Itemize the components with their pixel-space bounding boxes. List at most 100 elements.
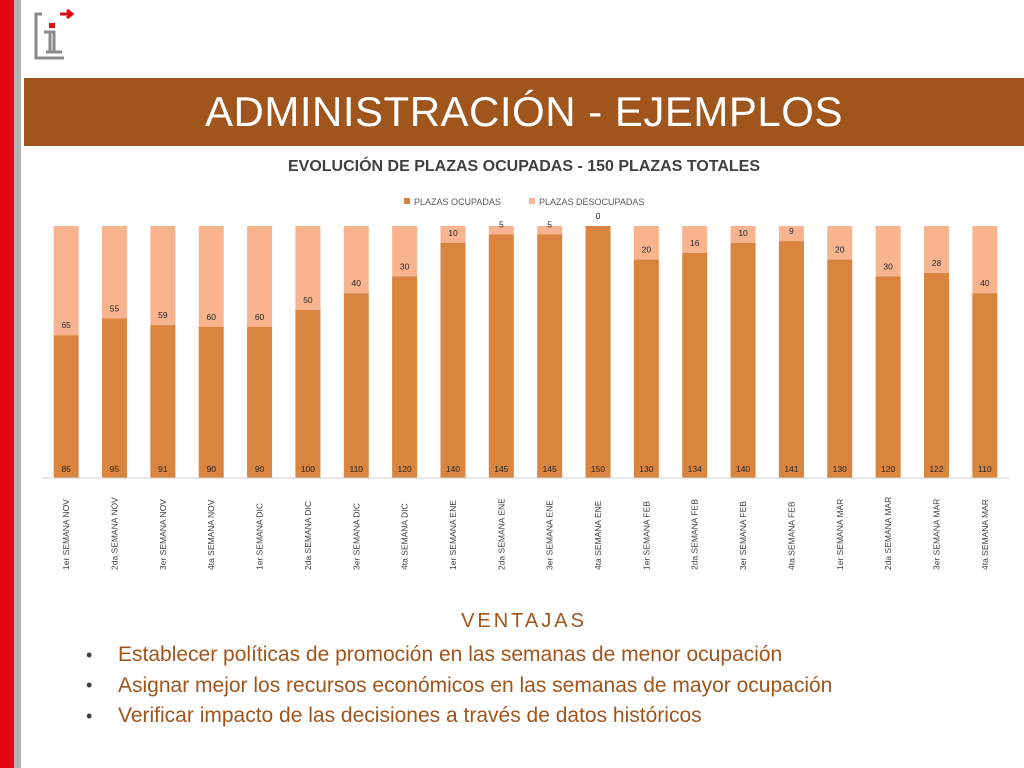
data-label-occupied: 85 bbox=[61, 464, 71, 474]
data-label-unoccupied: 20 bbox=[642, 245, 652, 255]
data-label-occupied: 110 bbox=[349, 464, 363, 474]
bar-unoccupied bbox=[295, 226, 321, 310]
x-tick-label: 4ta SEMANA FEB bbox=[786, 501, 796, 570]
data-label-unoccupied: 10 bbox=[448, 228, 458, 238]
data-label-unoccupied: 5 bbox=[547, 219, 552, 229]
data-label-unoccupied: 40 bbox=[980, 278, 990, 288]
x-tick-label: 2da SEMANA MAR bbox=[883, 497, 893, 570]
info-i-logo-icon bbox=[34, 8, 74, 60]
bar-unoccupied bbox=[198, 226, 224, 327]
bar-occupied bbox=[150, 325, 176, 478]
bar-unoccupied bbox=[778, 226, 804, 242]
bar-occupied bbox=[633, 259, 659, 478]
stacked-bar-chart: PLAZAS OCUPADAS PLAZAS DESOCUPADAS 856595… bbox=[42, 197, 1009, 570]
data-label-occupied: 140 bbox=[446, 464, 460, 474]
bar-occupied bbox=[537, 234, 563, 478]
bar-unoccupied bbox=[923, 226, 949, 274]
data-label-unoccupied: 30 bbox=[883, 261, 893, 271]
x-tick-label: 2da SEMANA DIC bbox=[303, 501, 313, 570]
data-label-unoccupied: 16 bbox=[690, 238, 700, 248]
x-tick-label: 2da SEMANA ENE bbox=[496, 498, 506, 570]
x-tick-label: 3er SEMANA FEB bbox=[738, 501, 748, 570]
chart-data-labels: 8565955591599060906010050110401203014010… bbox=[61, 211, 991, 474]
data-label-occupied: 90 bbox=[255, 464, 265, 474]
bar-occupied bbox=[972, 293, 998, 478]
bar-occupied bbox=[440, 242, 466, 478]
data-label-unoccupied: 60 bbox=[255, 312, 265, 322]
bar-occupied bbox=[295, 310, 321, 478]
bar-unoccupied bbox=[633, 226, 659, 260]
data-label-occupied: 145 bbox=[494, 464, 508, 474]
bar-occupied bbox=[392, 276, 418, 478]
data-label-occupied: 100 bbox=[301, 464, 315, 474]
list-item: • Establecer políticas de promoción en la… bbox=[86, 640, 832, 671]
chart-legend: PLAZAS OCUPADAS PLAZAS DESOCUPADAS bbox=[404, 197, 644, 207]
data-label-occupied: 91 bbox=[158, 464, 168, 474]
data-label-unoccupied: 55 bbox=[110, 303, 120, 313]
bar-unoccupied bbox=[730, 226, 756, 243]
legend-label: PLAZAS DESOCUPADAS bbox=[539, 197, 644, 207]
advantage-text: Asignar mejor los recursos económicos en… bbox=[118, 673, 833, 697]
data-label-unoccupied: 5 bbox=[499, 219, 504, 229]
x-tick-label: 1er SEMANA DIC bbox=[255, 503, 265, 570]
data-label-unoccupied: 28 bbox=[932, 258, 942, 268]
data-label-unoccupied: 59 bbox=[158, 310, 168, 320]
bullet-icon: • bbox=[86, 644, 93, 665]
x-tick-label: 1er SEMANA ENE bbox=[448, 500, 458, 570]
bar-unoccupied bbox=[875, 226, 901, 277]
data-label-unoccupied: 40 bbox=[352, 278, 362, 288]
advantages-heading: VENTAJAS bbox=[461, 610, 587, 632]
bar-unoccupied bbox=[343, 226, 369, 294]
x-tick-label: 2da SEMANA FEB bbox=[690, 499, 700, 570]
list-item: • Asignar mejor los recursos económicos e… bbox=[86, 671, 832, 702]
bar-unoccupied bbox=[972, 226, 998, 294]
bar-occupied bbox=[778, 241, 804, 478]
data-label-unoccupied: 10 bbox=[738, 228, 748, 238]
advantages-list: • Establecer políticas de promoción en la… bbox=[86, 640, 832, 732]
bar-unoccupied bbox=[53, 226, 79, 336]
x-tick-label: 4ta SEMANA DIC bbox=[400, 503, 410, 570]
data-label-unoccupied: 20 bbox=[835, 245, 845, 255]
bar-occupied bbox=[102, 318, 128, 478]
data-label-occupied: 120 bbox=[881, 464, 895, 474]
left-accent-gray-bar bbox=[14, 0, 21, 768]
data-label-unoccupied: 50 bbox=[303, 295, 313, 305]
bullet-icon: • bbox=[86, 675, 93, 696]
data-label-occupied: 140 bbox=[736, 464, 750, 474]
data-label-occupied: 110 bbox=[978, 464, 992, 474]
list-item: • Verificar impacto de las decisiones a t… bbox=[86, 701, 832, 732]
x-tick-label: 4ta SEMANA MAR bbox=[980, 499, 990, 570]
slide-title: ADMINISTRACIÓN - EJEMPLOS bbox=[24, 78, 1024, 146]
x-tick-label: 3er SEMANA ENE bbox=[545, 500, 555, 570]
left-accent-red-bar bbox=[0, 0, 14, 768]
chart-title: EVOLUCIÓN DE PLAZAS OCUPADAS - 150 PLAZA… bbox=[287, 158, 761, 175]
x-tick-label: 3er SEMANA NOV bbox=[158, 499, 168, 570]
bar-unoccupied bbox=[150, 226, 176, 326]
x-tick-label: 1er SEMANA NOV bbox=[61, 499, 71, 570]
bar-occupied bbox=[585, 226, 611, 478]
data-label-unoccupied: 30 bbox=[400, 261, 410, 271]
bar-occupied bbox=[682, 252, 708, 478]
data-label-occupied: 145 bbox=[543, 464, 557, 474]
bar-occupied bbox=[730, 242, 756, 478]
data-label-occupied: 134 bbox=[688, 464, 702, 474]
data-label-unoccupied: 0 bbox=[596, 211, 601, 221]
data-label-occupied: 122 bbox=[929, 464, 943, 474]
bar-unoccupied bbox=[247, 226, 273, 327]
data-label-occupied: 130 bbox=[833, 464, 847, 474]
data-label-occupied: 90 bbox=[206, 464, 216, 474]
data-label-unoccupied: 65 bbox=[61, 320, 71, 330]
data-label-occupied: 120 bbox=[398, 464, 412, 474]
advantage-text: Establecer políticas de promoción en las… bbox=[118, 643, 783, 667]
bar-occupied bbox=[875, 276, 901, 478]
x-tick-label: 4ta SEMANA NOV bbox=[206, 499, 216, 570]
bar-occupied bbox=[343, 293, 369, 478]
bar-unoccupied bbox=[827, 226, 853, 260]
data-label-occupied: 150 bbox=[591, 464, 605, 474]
bullet-icon: • bbox=[86, 705, 93, 726]
data-label-occupied: 141 bbox=[784, 464, 798, 474]
data-label-occupied: 130 bbox=[639, 464, 653, 474]
legend-swatch bbox=[529, 198, 535, 204]
bar-occupied bbox=[53, 335, 79, 478]
legend-label: PLAZAS OCUPADAS bbox=[414, 197, 501, 207]
